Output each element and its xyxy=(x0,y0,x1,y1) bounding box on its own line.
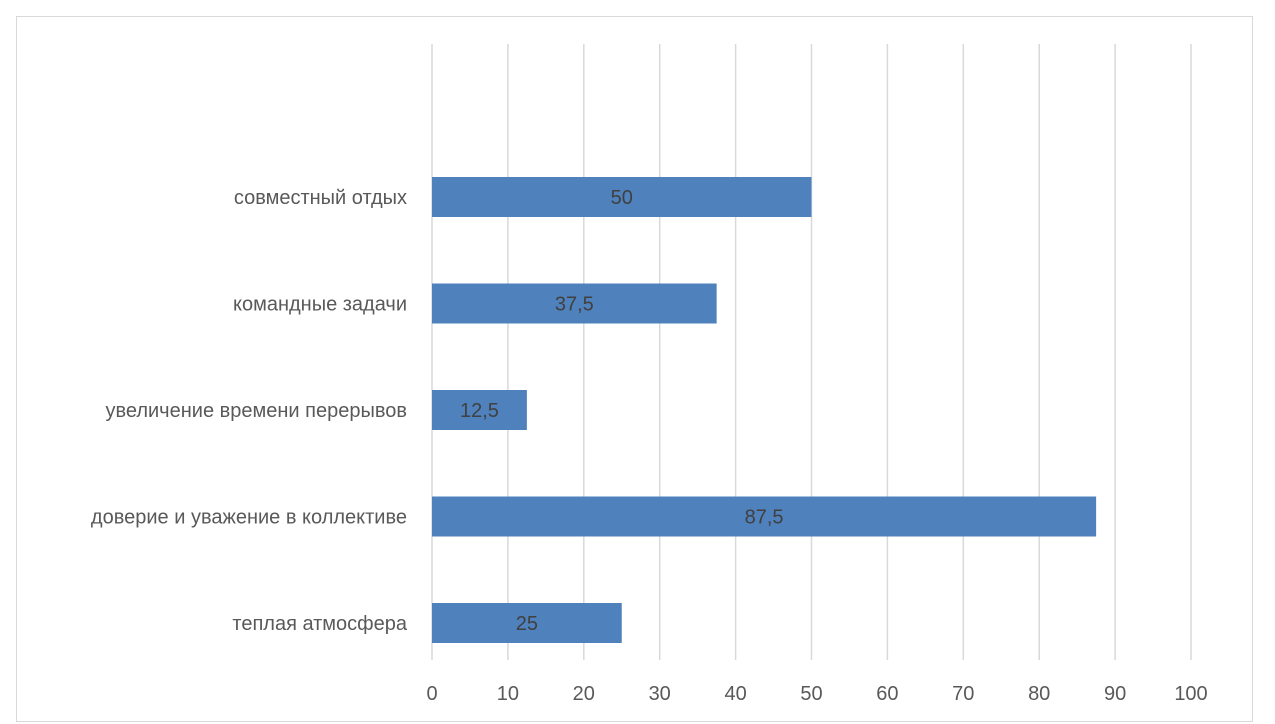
bar-4 xyxy=(432,603,622,643)
category-labels: совместный отдых командные задачи увеличен… xyxy=(91,187,408,635)
bar-3 xyxy=(432,496,1097,537)
data-label-2: 12,5 xyxy=(460,400,499,422)
x-tick-label-10: 10 xyxy=(497,683,519,705)
category-label-0: совместный отдых xyxy=(234,187,407,209)
x-tick-label-90: 90 xyxy=(1104,683,1126,705)
data-labels: 50 37,5 12,5 87,5 25 xyxy=(460,187,784,635)
x-tick-labels: 0 10 20 30 40 50 60 70 80 90 100 xyxy=(426,683,1207,705)
bar-2 xyxy=(432,390,527,430)
x-tick-label-60: 60 xyxy=(876,683,898,705)
data-label-0: 50 xyxy=(611,187,633,209)
category-label-1: командные задачи xyxy=(233,294,407,316)
x-tick-label-70: 70 xyxy=(952,683,974,705)
category-label-3: доверие и уважение в коллективе xyxy=(91,507,407,529)
category-label-2: увеличение времени перерывов xyxy=(105,400,407,422)
data-label-3: 87,5 xyxy=(745,507,784,529)
bar-0 xyxy=(432,177,812,217)
chart-frame xyxy=(16,16,1253,722)
category-label-4: теплая атмосфера xyxy=(232,613,407,635)
x-tick-label-0: 0 xyxy=(426,683,437,705)
data-label-1: 37,5 xyxy=(555,294,594,316)
x-tick-label-80: 80 xyxy=(1028,683,1050,705)
x-tick-label-100: 100 xyxy=(1174,683,1207,705)
x-tick-label-50: 50 xyxy=(800,683,822,705)
x-tick-label-20: 20 xyxy=(573,683,595,705)
x-tick-label-30: 30 xyxy=(649,683,671,705)
gridlines xyxy=(431,44,1192,660)
bar-1 xyxy=(432,283,717,324)
bars xyxy=(432,177,1097,643)
x-tick-label-40: 40 xyxy=(724,683,746,705)
data-label-4: 25 xyxy=(516,613,538,635)
